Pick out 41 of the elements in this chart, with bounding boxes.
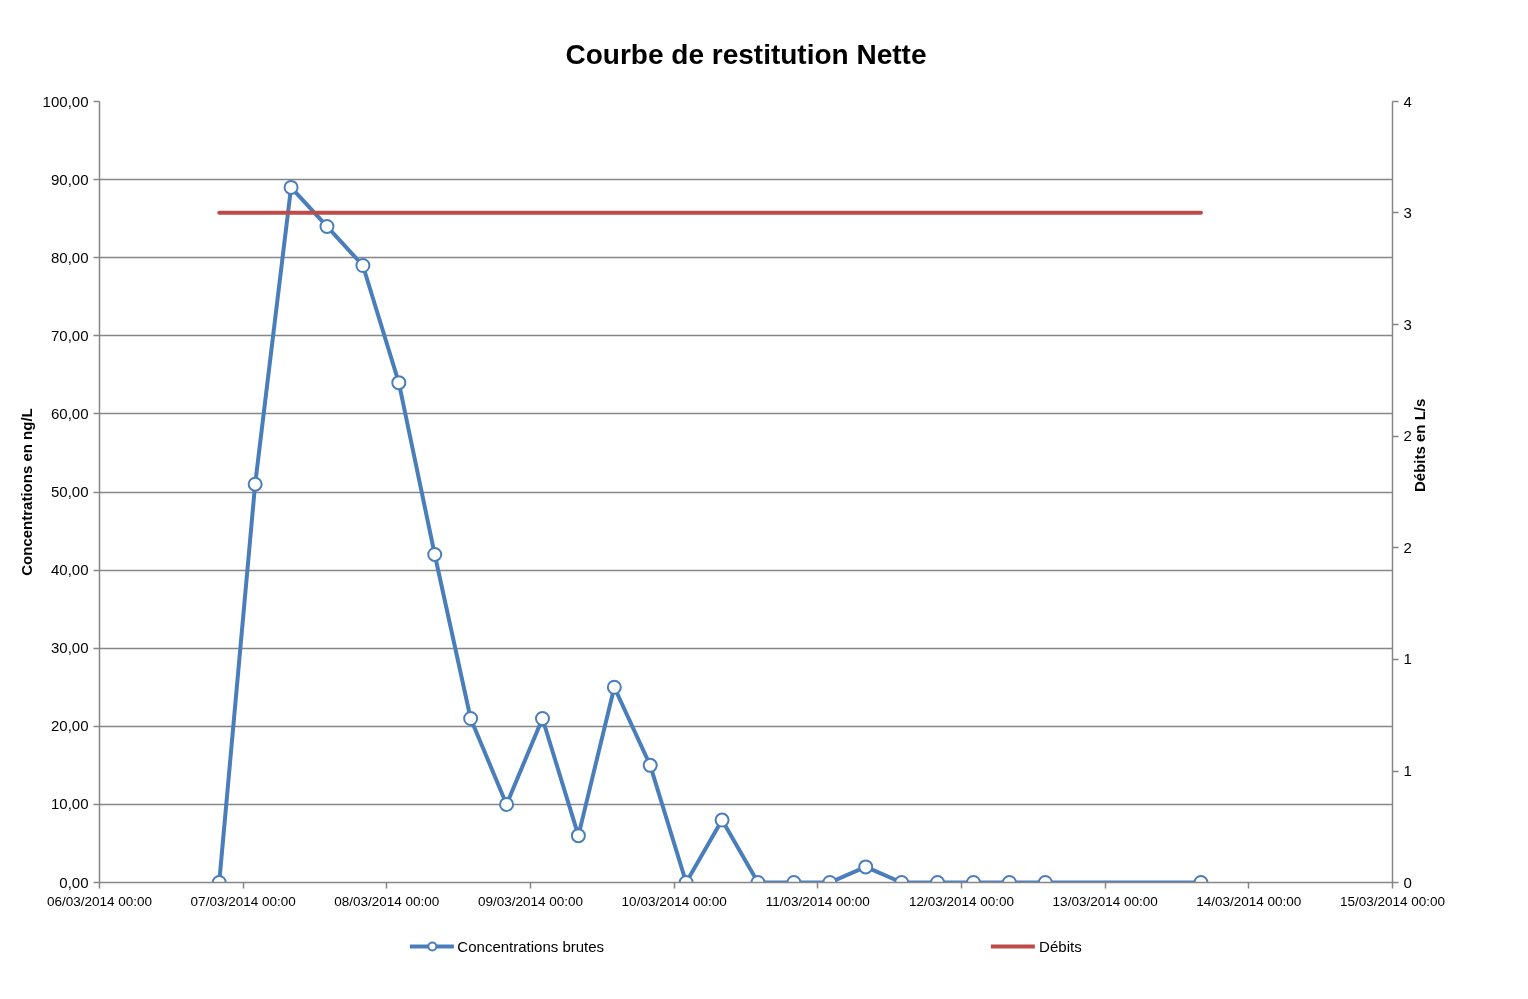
y-tick-label: 70,00	[50, 326, 89, 344]
y-tick-label: 0,00	[59, 873, 89, 891]
y-tick-label: 40,00	[50, 561, 89, 579]
y-tick-label: 80,00	[50, 248, 89, 266]
point	[283, 179, 299, 195]
y2-tick-label: 0	[1403, 873, 1412, 891]
y-tick-label: 10,00	[50, 795, 89, 813]
y-tick-label: 60,00	[50, 404, 89, 422]
y2-tick-label: 2	[1403, 538, 1412, 556]
y2-tick-label: 1	[1403, 650, 1412, 668]
legend-label: Débits	[1039, 937, 1082, 955]
y2-axis-title: Débits en L/s	[1411, 398, 1429, 492]
x-tick-label: 12/03/2014 00:00	[908, 893, 1015, 909]
y2-tick-label: 4	[1403, 92, 1412, 110]
point	[606, 679, 622, 695]
x-tick-label: 06/03/2014 00:00	[46, 893, 153, 909]
x-tick-label: 11/03/2014 00:00	[765, 893, 870, 909]
point	[247, 476, 263, 492]
y2-tick-label: 3	[1403, 315, 1412, 333]
y-tick-label: 100,00	[42, 92, 89, 110]
legend-label: Concentrations brutes	[457, 937, 605, 955]
y-axis-title: Concentrations en ng/L	[17, 408, 35, 576]
x-tick-label: 09/03/2014 00:00	[477, 893, 584, 909]
y-tick-label: 50,00	[50, 483, 89, 500]
y-tick-label: 90,00	[50, 170, 89, 188]
y2-tick-label: 1	[1403, 762, 1412, 780]
point	[319, 218, 335, 234]
point	[391, 375, 407, 391]
x-tick-label: 13/03/2014 00:00	[1052, 893, 1158, 909]
chart-title: Courbe de restitution Nette	[565, 38, 927, 70]
y-tick-label: 30,00	[50, 639, 89, 657]
x-tick-label: 10/03/2014 00:00	[621, 893, 727, 909]
y2-tick-label: 3	[1403, 203, 1412, 221]
x-tick-label: 08/03/2014 00:00	[334, 893, 440, 909]
point	[427, 546, 443, 562]
y2-tick-label: 2	[1403, 427, 1412, 445]
x-tick-label: 15/03/2014 00:00	[1339, 893, 1446, 909]
x-tick-label: 07/03/2014 00:00	[190, 893, 296, 909]
y-tick-label: 20,00	[50, 717, 89, 735]
point	[355, 258, 371, 273]
x-tick-label: 14/03/2014 00:00	[1196, 893, 1302, 909]
